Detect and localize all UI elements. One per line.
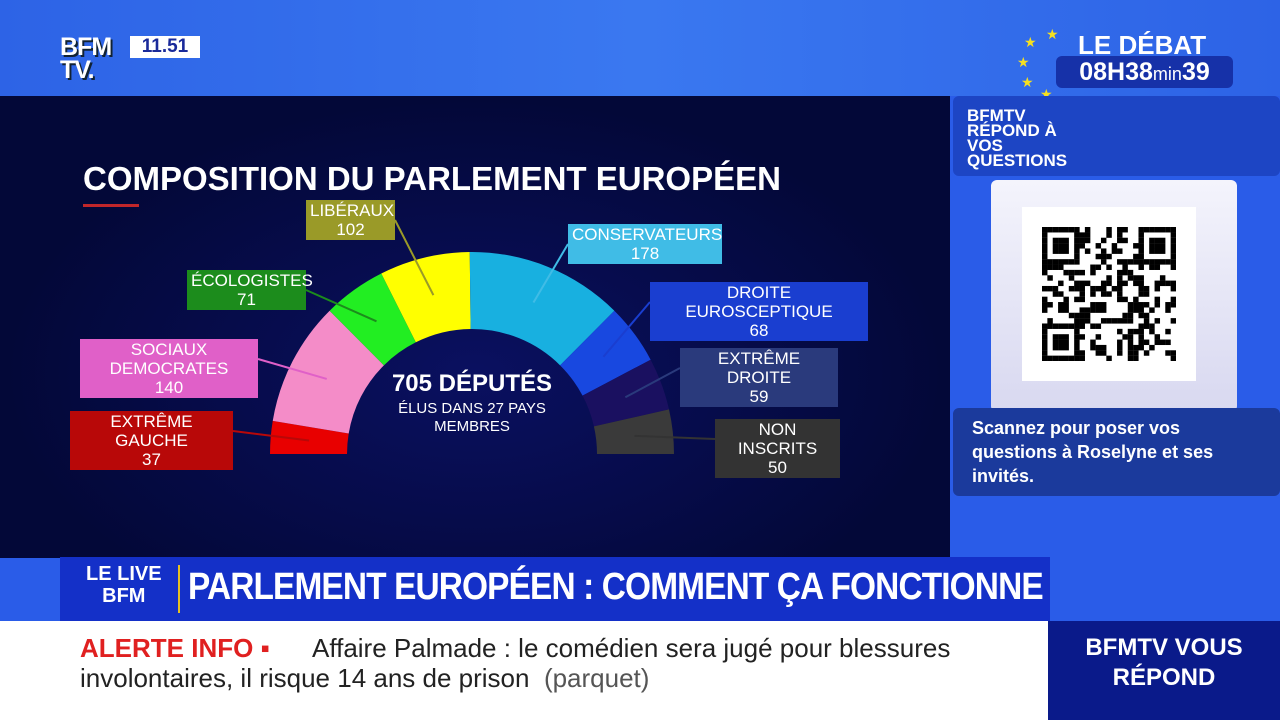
bfmtv-repond-box: BFMTV RÉPOND À VOS QUESTIONS bbox=[953, 96, 1280, 176]
leader-line bbox=[257, 358, 328, 380]
segment-sociaux-democrates bbox=[272, 310, 384, 434]
parliament-chart bbox=[232, 219, 716, 454]
headline: PARLEMENT EUROPÉEN : COMMENT ÇA FONCTION… bbox=[188, 566, 1044, 608]
eu-star-icon: ★ bbox=[1021, 74, 1034, 90]
group-seats: 59 bbox=[749, 387, 769, 406]
segment-extr-me-droite bbox=[582, 359, 670, 427]
timer-hours: 08H38 bbox=[1079, 58, 1153, 86]
tag-line1: LE LIVE bbox=[86, 563, 162, 585]
center-subtitle: ÉLUS DANS 27 PAYS MEMBRES bbox=[398, 400, 546, 435]
label-box: DROITE EUROSCEPTIQUE 68 bbox=[650, 282, 868, 341]
clock: 11.51 bbox=[130, 36, 200, 58]
label-box: NON INSCRITS 50 bbox=[715, 419, 840, 478]
segment-conservateurs bbox=[469, 252, 615, 366]
label-box: ÉCOLOGISTES 71 bbox=[187, 270, 313, 310]
title-underline bbox=[83, 204, 139, 207]
news-ticker bbox=[0, 621, 1048, 720]
banner-divider bbox=[178, 565, 180, 613]
ticker-source: (parquet) bbox=[543, 663, 650, 693]
ticker-line1: Affaire Palmade : le comédien sera jugé … bbox=[312, 633, 951, 663]
timer-min-label: min bbox=[1152, 64, 1182, 84]
center-title: 705 DÉPUTÉS bbox=[391, 370, 553, 397]
group-seats: 71 bbox=[237, 290, 256, 309]
segment-lib-raux bbox=[381, 252, 471, 343]
bfmtv-vous-repond: BFMTV VOUS RÉPOND bbox=[1048, 621, 1280, 720]
group-seats: 140 bbox=[154, 378, 184, 397]
alert-label: ALERTE INFO ▪ bbox=[80, 633, 270, 663]
segment-non-inscrits bbox=[593, 409, 674, 454]
qr-code-icon[interactable] bbox=[1022, 207, 1196, 381]
group-seats: 37 bbox=[142, 450, 161, 469]
tag-line2: BFM bbox=[102, 585, 146, 607]
debate-timer: 08H38min39 bbox=[1056, 56, 1233, 88]
group-seats: 68 bbox=[749, 321, 769, 340]
bfmtv-repond-logo: BFMTV RÉPOND À VOS QUESTIONS bbox=[967, 106, 1068, 170]
group-name: NON INSCRITS bbox=[737, 420, 818, 458]
timer-seconds: 39 bbox=[1181, 58, 1210, 86]
chart-title: COMPOSITION DU PARLEMENT EUROPÉEN bbox=[83, 160, 781, 197]
leader-line bbox=[624, 367, 681, 399]
eu-star-icon: ★ bbox=[1017, 54, 1030, 70]
ticker-line2-text: involontaires, il risque 14 ans de priso… bbox=[80, 663, 530, 693]
eu-star-icon: ★ bbox=[1024, 34, 1037, 50]
group-seats: 178 bbox=[630, 244, 660, 263]
scan-instructions: Scannez pour poser vos questions à Rosel… bbox=[953, 408, 1280, 496]
group-name: EXTRÊME GAUCHE bbox=[110, 412, 193, 450]
leader-line bbox=[394, 219, 435, 296]
label-box: EXTRÊME GAUCHE 37 bbox=[70, 411, 233, 470]
label-box: EXTRÊME DROITE 59 bbox=[680, 348, 838, 407]
eu-star-icon: ★ bbox=[1046, 26, 1059, 42]
le-live-bfm-logo: LE LIVE BFM bbox=[86, 563, 162, 607]
group-seats: 102 bbox=[336, 220, 365, 239]
group-name: EXTRÊME DROITE bbox=[717, 349, 801, 387]
group-name: ÉCOLOGISTES bbox=[191, 271, 313, 290]
label-box: LIBÉRAUX 102 bbox=[306, 200, 395, 240]
headline-banner bbox=[60, 557, 1050, 621]
bfmtv-logo: BFM TV. bbox=[60, 33, 112, 84]
leader-line bbox=[634, 434, 716, 440]
group-name: LIBÉRAUX bbox=[310, 201, 395, 220]
label-box: SOCIAUX DEMOCRATES 140 bbox=[80, 339, 258, 398]
group-name: DROITE EUROSCEPTIQUE bbox=[685, 283, 833, 321]
ticker-line2: involontaires, il risque 14 ans de priso… bbox=[80, 663, 649, 694]
leader-line bbox=[305, 289, 377, 323]
label-box: CONSERVATEURS 178 bbox=[568, 224, 722, 264]
group-seats: 50 bbox=[768, 458, 787, 477]
leader-line bbox=[602, 301, 651, 358]
segment-extr-me-gauche bbox=[270, 420, 349, 454]
leader-line bbox=[532, 243, 569, 304]
leader-line bbox=[232, 430, 310, 442]
debate-title: LE DÉBAT bbox=[1078, 30, 1207, 60]
group-name: CONSERVATEURS bbox=[572, 225, 723, 244]
group-name: SOCIAUX DEMOCRATES bbox=[109, 340, 229, 378]
